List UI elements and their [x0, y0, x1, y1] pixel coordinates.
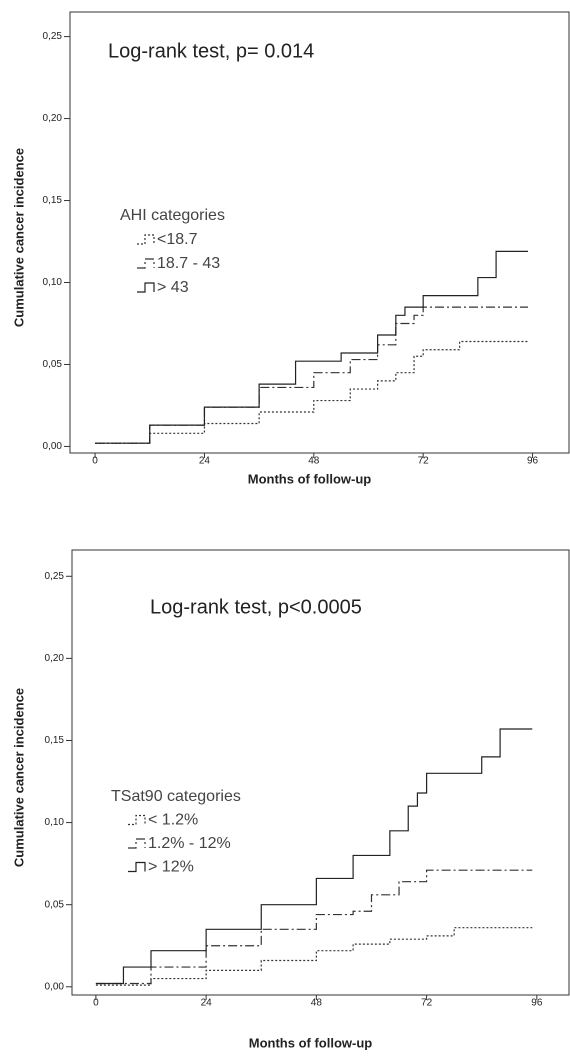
y-tick-label: 0,25: [45, 571, 65, 582]
y-tick-label: 0,15: [45, 735, 65, 746]
legend-label: 18.7 - 43: [157, 255, 220, 272]
x-tick-label: 72: [421, 998, 433, 1009]
x-tick-label: 96: [531, 998, 543, 1009]
y-axis-title: Cumulative cancer incidence: [11, 688, 26, 867]
legend-swatch: [128, 861, 146, 873]
legend-label: > 43: [157, 279, 189, 296]
legend-swatch: [137, 258, 155, 269]
legend-swatch: [137, 234, 155, 245]
series-line: [95, 728, 533, 985]
y-tick-label: 0,10: [43, 277, 63, 288]
series-line: [95, 306, 528, 444]
series-line: [95, 250, 528, 444]
series-line: [95, 927, 533, 986]
annotation: Log-rank test, p<0.0005: [150, 596, 362, 618]
y-tick-label: 0,20: [45, 653, 65, 664]
y-tick-label: 0,15: [43, 195, 63, 206]
x-tick-label: 0: [92, 456, 98, 467]
legend-title: TSat90 categories: [111, 788, 241, 805]
legend-label: > 12%: [148, 859, 194, 876]
y-tick-label: 0,05: [45, 899, 65, 910]
y-tick-label: 0,00: [45, 981, 65, 992]
x-axis-title: Months of follow-up: [249, 1035, 373, 1050]
y-tick-label: 0,00: [43, 441, 63, 452]
y-axis-title: Cumulative cancer incidence: [11, 148, 26, 327]
plot-frame: [71, 549, 570, 996]
annotation: Log-rank test, p= 0.014: [108, 40, 314, 62]
legend-swatch: [128, 838, 146, 849]
y-tick-label: 0,05: [43, 359, 63, 370]
plot-frame: [69, 11, 570, 454]
legend-swatch: [137, 282, 155, 293]
x-tick-label: 96: [527, 456, 539, 467]
x-tick-label: 72: [418, 456, 430, 467]
x-tick-label: 48: [311, 998, 323, 1009]
legend-title: AHI categories: [120, 207, 225, 224]
legend-label: < 1.2%: [148, 812, 198, 829]
y-tick-label: 0,25: [43, 31, 63, 42]
series-line: [95, 340, 528, 444]
legend-label: 1.2% - 12%: [148, 835, 231, 852]
y-tick-label: 0,20: [43, 113, 63, 124]
x-tick-label: 24: [201, 998, 213, 1009]
y-tick-label: 0,10: [45, 817, 65, 828]
x-tick-label: 0: [93, 998, 99, 1009]
x-tick-label: 24: [199, 456, 211, 467]
legend-swatch: [128, 814, 146, 826]
x-axis-title: Months of follow-up: [248, 471, 372, 486]
legend-label: <18.7: [157, 231, 198, 248]
x-tick-label: 48: [308, 456, 320, 467]
series-line: [95, 869, 533, 985]
